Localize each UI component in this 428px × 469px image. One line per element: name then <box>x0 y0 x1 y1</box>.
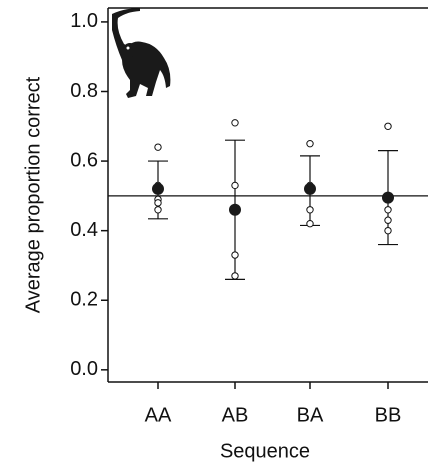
data-point <box>154 143 162 151</box>
data-point <box>306 220 314 228</box>
data-point <box>154 206 162 214</box>
monkey-icon <box>112 8 171 98</box>
mean-point <box>382 191 394 204</box>
mean-point <box>229 203 241 216</box>
data-point <box>306 139 314 148</box>
data-point <box>231 272 239 280</box>
mean-point <box>152 182 164 195</box>
data-point <box>384 122 392 130</box>
x-tick-label: BA <box>297 404 324 426</box>
data-point <box>384 226 392 235</box>
data-point <box>154 199 162 207</box>
x-tick-label: AA <box>145 404 172 426</box>
data-point <box>231 251 239 259</box>
x-tick-label: AB <box>222 404 249 426</box>
data-point <box>306 206 314 214</box>
y-tick-label: 0.0 <box>70 358 98 380</box>
y-tick-label: 1.0 <box>70 10 98 32</box>
y-tick-label: 0.6 <box>70 149 98 171</box>
x-axis-title: Sequence <box>220 440 310 462</box>
mean-point <box>304 182 316 195</box>
data-point <box>231 119 239 127</box>
x-tick-label: BB <box>375 404 402 426</box>
data-point <box>231 181 239 190</box>
y-tick-label: 0.8 <box>70 80 98 102</box>
y-axis-title: Average proportion correct <box>22 76 44 313</box>
data-point <box>384 206 392 214</box>
data-point <box>384 216 392 224</box>
y-tick-label: 0.4 <box>70 219 98 241</box>
y-tick-label: 0.2 <box>70 289 98 311</box>
